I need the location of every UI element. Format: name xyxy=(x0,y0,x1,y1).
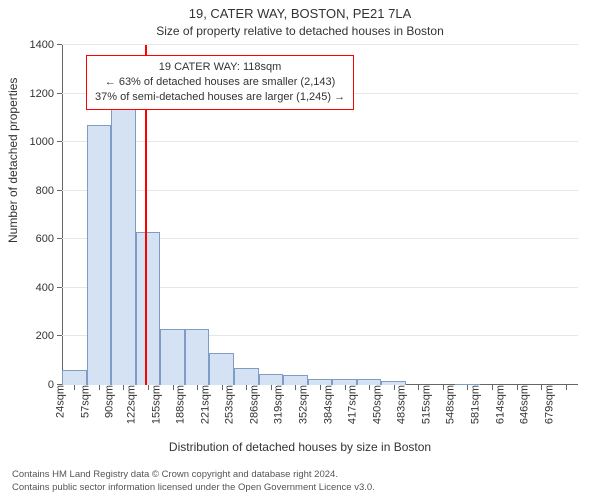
x-tick-label: 515sqm xyxy=(414,385,432,424)
attribution-footer: Contains HM Land Registry data © Crown c… xyxy=(12,469,588,494)
x-tick-label: 221sqm xyxy=(193,385,211,424)
gridline xyxy=(62,141,578,142)
histogram-bar xyxy=(136,232,161,385)
x-tick-label: 286sqm xyxy=(242,385,260,424)
x-tick-label: 581sqm xyxy=(463,385,481,424)
footer-line-2: Contains public sector information licen… xyxy=(12,482,588,494)
x-tick-label: 253sqm xyxy=(218,385,236,424)
chart-title-sub: Size of property relative to detached ho… xyxy=(0,24,600,38)
chart-title-address: 19, CATER WAY, BOSTON, PE21 7LA xyxy=(0,6,600,21)
chart-container: { "title_line1": "19, CATER WAY, BOSTON,… xyxy=(0,0,600,500)
histogram-bar xyxy=(234,368,259,385)
x-tick-mark xyxy=(566,385,567,390)
x-tick-label: 614sqm xyxy=(488,385,506,424)
y-axis-line xyxy=(62,45,63,385)
histogram-bar xyxy=(185,329,210,385)
histogram-bar xyxy=(160,329,185,385)
x-tick-label: 155sqm xyxy=(144,385,162,424)
x-tick-label: 57sqm xyxy=(73,385,91,418)
histogram-bar xyxy=(62,370,87,385)
y-tick-label: 800 xyxy=(36,185,62,197)
x-tick-label: 679sqm xyxy=(537,385,555,424)
x-tick-label: 483sqm xyxy=(390,385,408,424)
y-tick-label: 400 xyxy=(36,282,62,294)
x-tick-label: 90sqm xyxy=(98,385,116,418)
plot-area: 020040060080010001200140024sqm57sqm90sqm… xyxy=(62,45,578,385)
gridline xyxy=(62,44,578,45)
histogram-bar xyxy=(283,375,308,385)
x-tick-label: 122sqm xyxy=(119,385,137,424)
histogram-bar xyxy=(259,374,284,385)
y-tick-label: 600 xyxy=(36,233,62,245)
callout-box: 19 CATER WAY: 118sqm← 63% of detached ho… xyxy=(86,55,354,110)
x-tick-label: 417sqm xyxy=(341,385,359,424)
footer-line-1: Contains HM Land Registry data © Crown c… xyxy=(12,469,588,481)
x-tick-label: 548sqm xyxy=(439,385,457,424)
x-tick-label: 450sqm xyxy=(365,385,383,424)
callout-line-3: 37% of semi-detached houses are larger (… xyxy=(95,90,345,105)
y-tick-label: 1000 xyxy=(30,136,62,148)
callout-line-2: ← 63% of detached houses are smaller (2,… xyxy=(95,75,345,90)
gridline xyxy=(62,190,578,191)
callout-line-1: 19 CATER WAY: 118sqm xyxy=(95,60,345,75)
x-tick-label: 352sqm xyxy=(291,385,309,424)
x-tick-label: 319sqm xyxy=(267,385,285,424)
x-tick-label: 646sqm xyxy=(513,385,531,424)
x-tick-label: 188sqm xyxy=(169,385,187,424)
y-tick-label: 1200 xyxy=(30,88,62,100)
y-tick-label: 1400 xyxy=(30,39,62,51)
x-tick-label: 24sqm xyxy=(49,385,67,418)
histogram-bar xyxy=(111,98,136,385)
histogram-bar xyxy=(209,353,234,385)
y-axis-label: Number of detached properties xyxy=(6,78,20,243)
x-tick-label: 384sqm xyxy=(316,385,334,424)
y-tick-label: 200 xyxy=(36,330,62,342)
histogram-bar xyxy=(87,125,112,385)
x-axis-label: Distribution of detached houses by size … xyxy=(0,440,600,454)
